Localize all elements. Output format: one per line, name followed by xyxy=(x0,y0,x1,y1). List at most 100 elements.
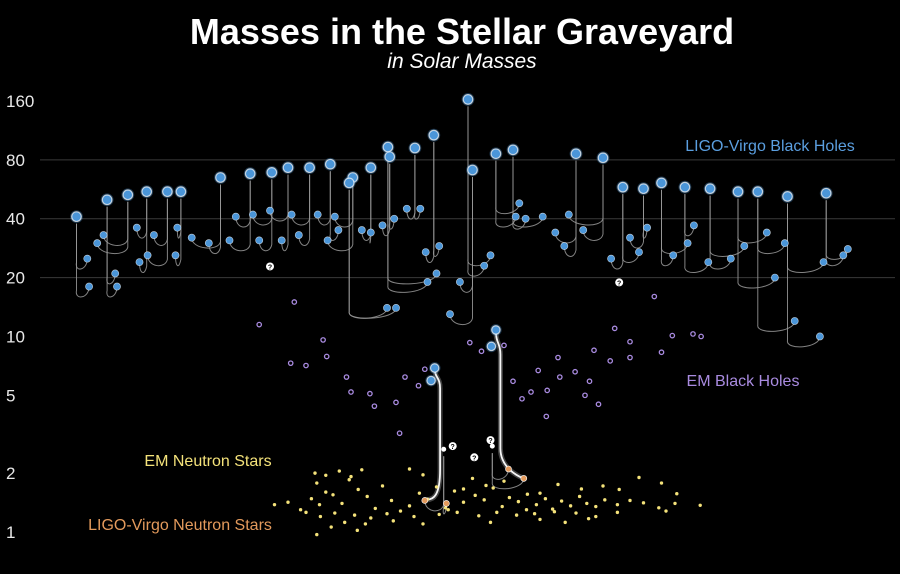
em-neutron-star-point xyxy=(477,514,481,518)
em-black-hole-point xyxy=(627,354,633,361)
em-neutron-star-point xyxy=(373,506,377,511)
ligo-bh-component xyxy=(143,251,152,260)
em-black-hole-point xyxy=(543,413,550,420)
em-neutron-star-point xyxy=(628,498,632,503)
em-black-hole-point xyxy=(393,399,399,406)
ligo-bh-component xyxy=(780,239,789,248)
ligo-bh-component xyxy=(839,251,848,260)
em-black-hole-point xyxy=(303,362,309,369)
ligo-bh-remnant xyxy=(384,151,396,163)
em-neutron-star-point xyxy=(488,520,493,525)
em-black-hole-point xyxy=(415,382,422,389)
ligo-bh-component xyxy=(135,258,144,267)
em-black-hole-point xyxy=(421,366,428,373)
ligo-bh-remnant xyxy=(161,186,173,198)
ligo-bh-remnant xyxy=(324,158,336,170)
y-tick-label: 160 xyxy=(6,92,34,111)
ligo-bh-component xyxy=(294,231,303,239)
ligo-ns-component xyxy=(520,475,528,482)
ligo-bh-component xyxy=(113,282,121,291)
merger-line xyxy=(191,184,221,249)
em-neutron-star-point xyxy=(398,509,403,513)
ligo-bh-component xyxy=(334,226,343,234)
em-black-hole-point xyxy=(478,348,485,355)
ligo-bh-component xyxy=(366,228,375,237)
ns-merger-line xyxy=(491,453,509,480)
em-black-hole-point xyxy=(556,374,563,380)
em-neutron-star-point xyxy=(452,489,457,493)
em-neutron-star-point xyxy=(455,510,459,515)
ligo-bh-component xyxy=(669,251,678,260)
em-neutron-star-point xyxy=(437,512,441,517)
ligo-bh-remnant xyxy=(462,94,474,105)
ligo-bh-component xyxy=(480,261,489,270)
ligo-bh-remnant xyxy=(638,183,649,195)
em-neutron-star-point xyxy=(482,498,486,502)
y-tick-label: 5 xyxy=(6,386,15,405)
em-neutron-star-point xyxy=(421,522,425,526)
ligo-bh-component xyxy=(740,242,749,250)
em-black-hole-point xyxy=(658,349,665,356)
ns-merger-line xyxy=(491,453,525,490)
highlight-track xyxy=(423,367,441,501)
ligo-bh-component xyxy=(171,251,180,260)
em-neutron-star-point xyxy=(675,491,679,496)
ligo-bh-component xyxy=(330,212,339,221)
ligo-bh-component xyxy=(486,251,495,260)
ligo-bh-component xyxy=(132,223,141,232)
em-black-hole-point xyxy=(611,325,618,332)
merger-line xyxy=(235,180,251,228)
em-black-hole-point xyxy=(595,401,602,408)
ligo-bh-component xyxy=(564,210,573,219)
ligo-bh-remnant xyxy=(101,194,113,206)
em-neutron-star-point xyxy=(315,481,319,485)
ligo-bh-component xyxy=(560,242,569,250)
em-neutron-star-point xyxy=(389,498,394,503)
em-neutron-star-point xyxy=(461,487,466,491)
em-neutron-star-point xyxy=(543,497,548,501)
ligo-bh-component xyxy=(231,212,240,221)
em-black-hole-point xyxy=(367,390,373,397)
highlight-endpoint xyxy=(426,375,436,386)
highlight-endpoint xyxy=(429,363,440,373)
unknown-marker-glyph: ? xyxy=(451,444,455,451)
chart-title: Masses in the Stellar Graveyard xyxy=(190,11,734,52)
em-neutron-star-point xyxy=(502,479,506,483)
ligo-bh-remnant xyxy=(679,181,691,193)
em-neutron-star-point xyxy=(552,510,557,514)
em-neutron-star-point xyxy=(446,508,450,512)
ligo-bh-remnant xyxy=(597,152,609,164)
em-black-hole-point xyxy=(256,321,263,328)
ligo-bh-remnant xyxy=(141,186,153,198)
ligo-bh-remnant xyxy=(428,129,440,141)
merger-line xyxy=(568,164,604,226)
em-neutron-star-point xyxy=(556,482,560,487)
em-neutron-star-point xyxy=(355,528,359,533)
highlight-endpoint xyxy=(486,341,497,352)
merger-line xyxy=(334,184,354,228)
ligo-bh-remnant xyxy=(175,186,187,198)
ligo-bh-component xyxy=(383,303,391,312)
merger-line xyxy=(467,106,485,277)
em-neutron-star-point xyxy=(470,476,475,481)
highlight-endpoint xyxy=(491,325,501,335)
em-black-hole-point xyxy=(371,403,378,410)
em-black-hole-point xyxy=(544,387,551,394)
em-black-hole-point xyxy=(591,347,597,354)
y-tick-label: 80 xyxy=(6,151,25,170)
em-neutron-star-point xyxy=(516,499,521,504)
em-neutron-star-point xyxy=(500,504,504,509)
em-neutron-star-point xyxy=(309,497,314,501)
em-neutron-star-point xyxy=(615,510,620,515)
ligo-bh-component xyxy=(643,223,651,232)
em-neutron-star-point xyxy=(324,473,328,477)
em-neutron-star-point xyxy=(329,525,333,529)
em-neutron-star-point xyxy=(407,504,412,508)
em-neutron-star-point xyxy=(603,498,607,502)
ligo-bh-remnant xyxy=(122,189,134,201)
ligo-bh-remnant xyxy=(782,191,793,202)
ligo-ns-remnant xyxy=(441,446,447,452)
merger-line xyxy=(467,106,491,267)
unknown-marker-glyph: ? xyxy=(617,280,621,287)
